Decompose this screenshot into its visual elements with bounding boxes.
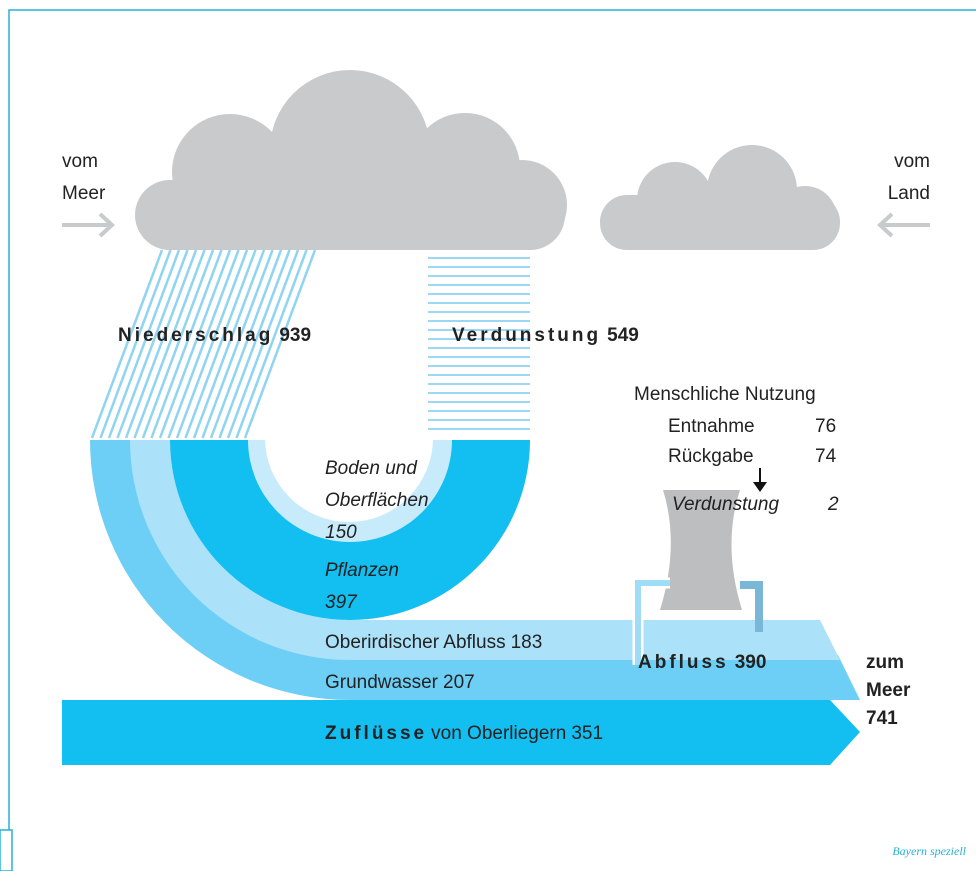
stripe (107, 249, 181, 439)
arrow-head (753, 482, 767, 492)
soil-label: Boden und (325, 458, 418, 479)
stripe (141, 249, 215, 439)
source-left: Meer (62, 183, 106, 204)
withdrawal-label: Entnahme (668, 416, 755, 437)
stripe (167, 249, 240, 439)
arrow-from-land (877, 212, 930, 238)
value: 183 (511, 632, 543, 653)
return-pipe (740, 581, 763, 632)
groundwater-band (90, 440, 860, 700)
stripe (150, 249, 223, 439)
stripe (209, 249, 283, 439)
to-sea-label: zum (866, 652, 904, 673)
value: 549 (607, 325, 639, 346)
surface-runoff-band (130, 440, 840, 660)
stripe (90, 249, 164, 439)
value: 390 (735, 652, 767, 673)
plants-value: 397 (325, 592, 358, 613)
cooling-tower (660, 490, 742, 610)
evaporation-label: Verdunstung 549 (452, 325, 639, 346)
label: Verdunstung (452, 325, 601, 346)
source-left: vom (62, 151, 98, 172)
footer: Bayern speziell (892, 844, 966, 858)
stripe (175, 249, 249, 439)
big-cloud (135, 70, 567, 250)
withdrawal-value: 76 (815, 416, 836, 437)
soil-value: 150 (325, 522, 357, 543)
plants-label: Pflanzen (325, 560, 399, 581)
human-evaporation-value: 2 (827, 494, 839, 515)
value: 207 (443, 672, 475, 693)
precipitation-label: Niederschlag 939 (118, 325, 311, 346)
label: Abfluss (638, 652, 729, 673)
label: Zuflüsse (325, 723, 427, 744)
inflow-band (62, 700, 860, 765)
stripe (158, 249, 232, 439)
stripe (243, 249, 317, 439)
source-right: vom (894, 151, 930, 172)
inflow-label: Zuflüsse von Oberliegern 351 (325, 723, 603, 744)
runoff-label: Abfluss 390 (638, 652, 766, 673)
stripe (218, 249, 291, 439)
human-evaporation-label: Verdunstung (672, 494, 779, 515)
evaporation-stripes (428, 257, 530, 430)
source-right: Land (888, 183, 930, 204)
small-cloud (600, 145, 840, 250)
arrow-from-sea (62, 212, 115, 238)
frame (8, 9, 976, 830)
value: 351 (571, 723, 603, 744)
stripe (184, 249, 257, 439)
stripe (124, 249, 198, 439)
label: Oberirdischer Abfluss (325, 632, 506, 653)
frame-tab (0, 829, 13, 871)
precipitation-stripes (90, 249, 317, 439)
hole (265, 438, 433, 522)
stripe (116, 249, 189, 439)
suffix: von Oberliegern (431, 723, 566, 744)
soil-label: Oberflächen (325, 490, 429, 511)
return-label: Rückgabe (668, 446, 754, 467)
groundwater-label: Grundwasser 207 (325, 672, 475, 693)
to-sea-label: Meer (866, 680, 911, 701)
surface-runoff-label: Oberirdischer Abfluss 183 (325, 632, 542, 653)
stripe (192, 249, 266, 439)
to-sea-value: 741 (866, 708, 898, 729)
label: Niederschlag (118, 325, 273, 346)
stripe (201, 249, 274, 439)
intake-pipe (635, 580, 670, 665)
return-value: 74 (815, 446, 837, 467)
stripe (235, 249, 308, 439)
stripe (99, 249, 172, 439)
stripe (226, 249, 300, 439)
label: Grundwasser (325, 672, 439, 693)
value: 939 (279, 325, 311, 346)
stripe (133, 249, 206, 439)
human-use-title: Menschliche Nutzung (634, 384, 816, 405)
